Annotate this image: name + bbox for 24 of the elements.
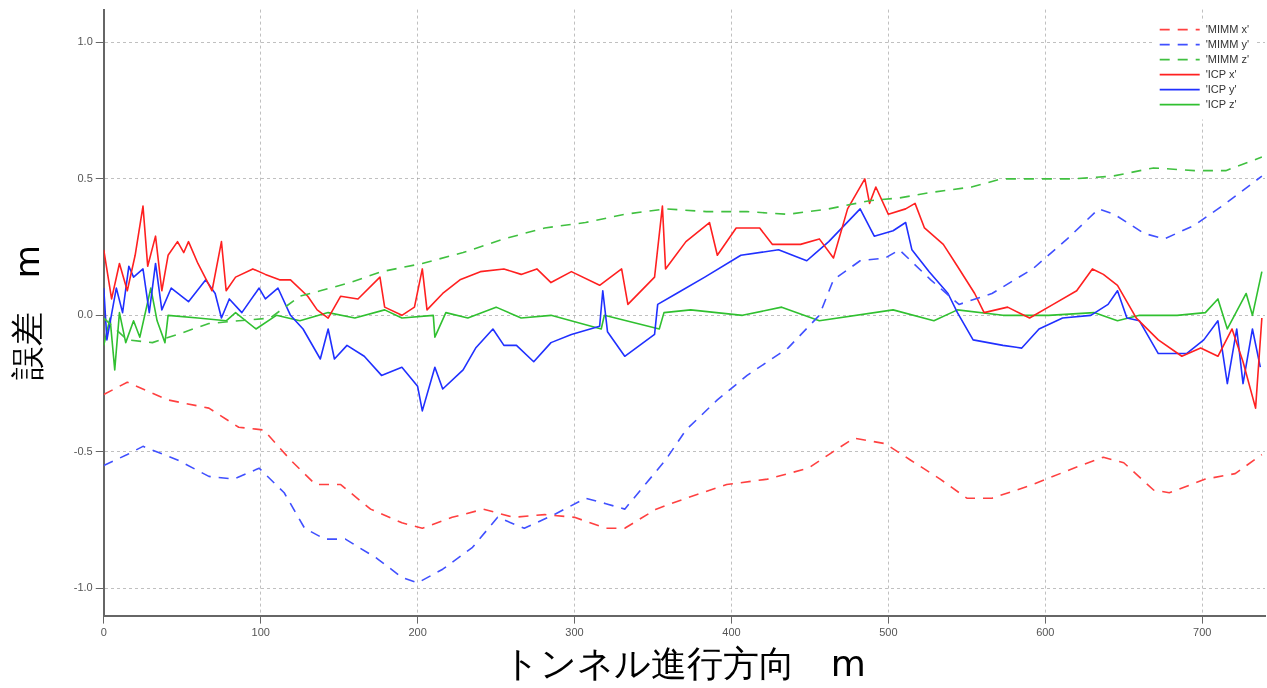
x-tick-label: 400 [722,626,741,639]
legend-label: 'MIMM y' [1205,37,1250,50]
y-tick-label: 0.5 [77,171,93,184]
y-tick-label: -1.0 [73,581,93,594]
legend-label: 'ICP x' [1205,67,1237,80]
x-axis-title: トンネル進行方向 m [502,642,866,684]
legend-label: 'MIMM z' [1205,52,1250,65]
line-series [103,156,1263,344]
legend-label: 'ICP z' [1205,97,1237,110]
line-series [103,381,1263,530]
legend-label: 'MIMM x' [1205,22,1250,35]
legend-label: 'ICP y' [1205,82,1237,95]
y-tick-label: -0.5 [73,444,93,457]
x-tick-label: 300 [565,626,584,639]
x-tick-label: 0 [100,626,107,639]
y-tick-label: 1.0 [77,35,93,48]
x-tick-label: 500 [879,626,898,639]
line-series [103,175,1263,584]
x-tick-label: 200 [408,626,427,639]
y-axis-title: 誤差 m [7,245,48,381]
x-tick-label: 700 [1193,626,1212,639]
x-tick-label: 600 [1036,626,1055,639]
x-tick-label: 100 [251,626,270,639]
y-tick-label: 0.0 [77,308,93,321]
